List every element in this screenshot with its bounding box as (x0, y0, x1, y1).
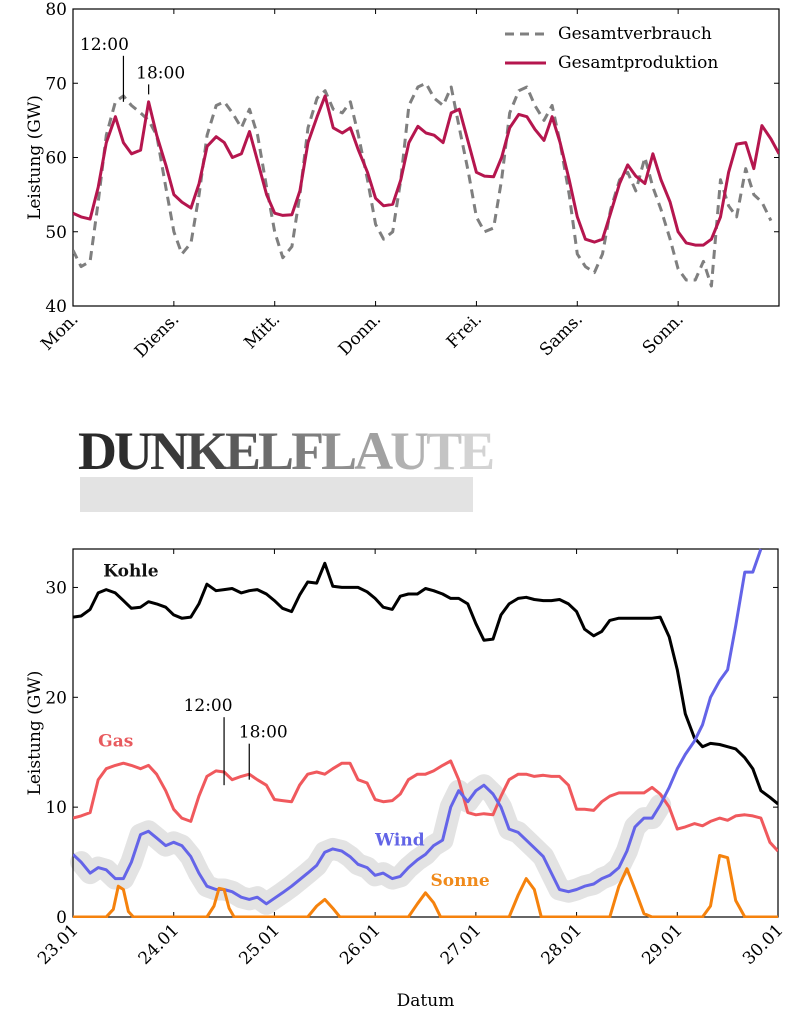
annotation-label: 18:00 (136, 63, 185, 83)
y-axis-label: Leistung (GW) (25, 95, 45, 220)
y-tick-label: 40 (45, 297, 67, 317)
x-axis-label: Datum (397, 991, 455, 1011)
y-tick-label: 60 (45, 149, 67, 169)
title-letter-10: T (426, 421, 462, 481)
y-tick-label: 10 (45, 798, 67, 818)
title-letter-7: L (321, 421, 355, 481)
y-tick-label: 0 (56, 908, 67, 928)
x-tick-label: 30.01 (739, 920, 788, 969)
plot-frame (72, 548, 779, 918)
x-tick-label: 24.01 (135, 920, 184, 969)
title-underline-bar (80, 477, 473, 512)
annotation-label: 18:00 (239, 723, 288, 743)
y-tick-label: 80 (45, 0, 67, 20)
y-tick-label: 30 (45, 578, 67, 598)
series-line-wind (73, 548, 763, 906)
annotation-label: 12:00 (80, 35, 129, 55)
series-label-wind: Wind (374, 831, 425, 851)
title-letter-2: N (150, 421, 189, 481)
legend: Gesamtverbrauch Gesamtproduktion (505, 24, 718, 73)
x-tick-label: 26.01 (336, 920, 385, 969)
title-letter-3: K (186, 421, 228, 481)
x-tick-label: 25.01 (235, 920, 284, 969)
legend-label-gesamtverbrauch: Gesamtverbrauch (558, 24, 712, 44)
title-letter-8: A (354, 421, 393, 481)
x-tick-label: Mitt. (240, 309, 284, 353)
series-line-sonne (73, 854, 778, 918)
title-letter-1: U (114, 421, 152, 481)
series-line-gesamtverbrauch (73, 81, 773, 288)
y-tick-label: 20 (45, 688, 67, 708)
annotation-label: 12:00 (184, 696, 233, 716)
y-tick-label: 70 (45, 74, 67, 94)
x-tick-label: Sonn. (639, 309, 688, 358)
series-label-gas: Gas (98, 732, 133, 752)
series-label-sonne: Sonne (431, 871, 490, 891)
series-line-gas (73, 759, 778, 853)
title-letter-9: U (390, 421, 428, 481)
series-line-gesamtproduktion (73, 94, 779, 247)
x-tick-label: Diens. (131, 309, 183, 361)
x-tick-label: 29.01 (638, 920, 687, 969)
title-letter-0: D (78, 421, 115, 481)
series-label-kohle: Kohle (103, 561, 159, 581)
series-line-kohle (73, 561, 778, 806)
x-tick-label: 28.01 (538, 920, 587, 969)
title-letter-4: E (225, 421, 259, 481)
title-letter-6: F (291, 421, 322, 481)
x-tick-label: Donn. (335, 309, 385, 359)
title-letter-11: E (459, 421, 493, 481)
legend-label-gesamtproduktion: Gesamtproduktion (558, 53, 718, 73)
x-tick-label: Sams. (536, 309, 587, 360)
y-tick-label: 50 (45, 223, 67, 243)
title-word: DUNKELFLAUTE (78, 421, 493, 481)
dunkelflaute-title: DUNKELFLAUTE (78, 421, 496, 512)
y-axis-label: Leistung (GW) (25, 671, 45, 796)
title-letter-5: L (258, 421, 292, 481)
x-tick-label: Frei. (443, 309, 486, 352)
x-tick-label: 27.01 (437, 920, 486, 969)
